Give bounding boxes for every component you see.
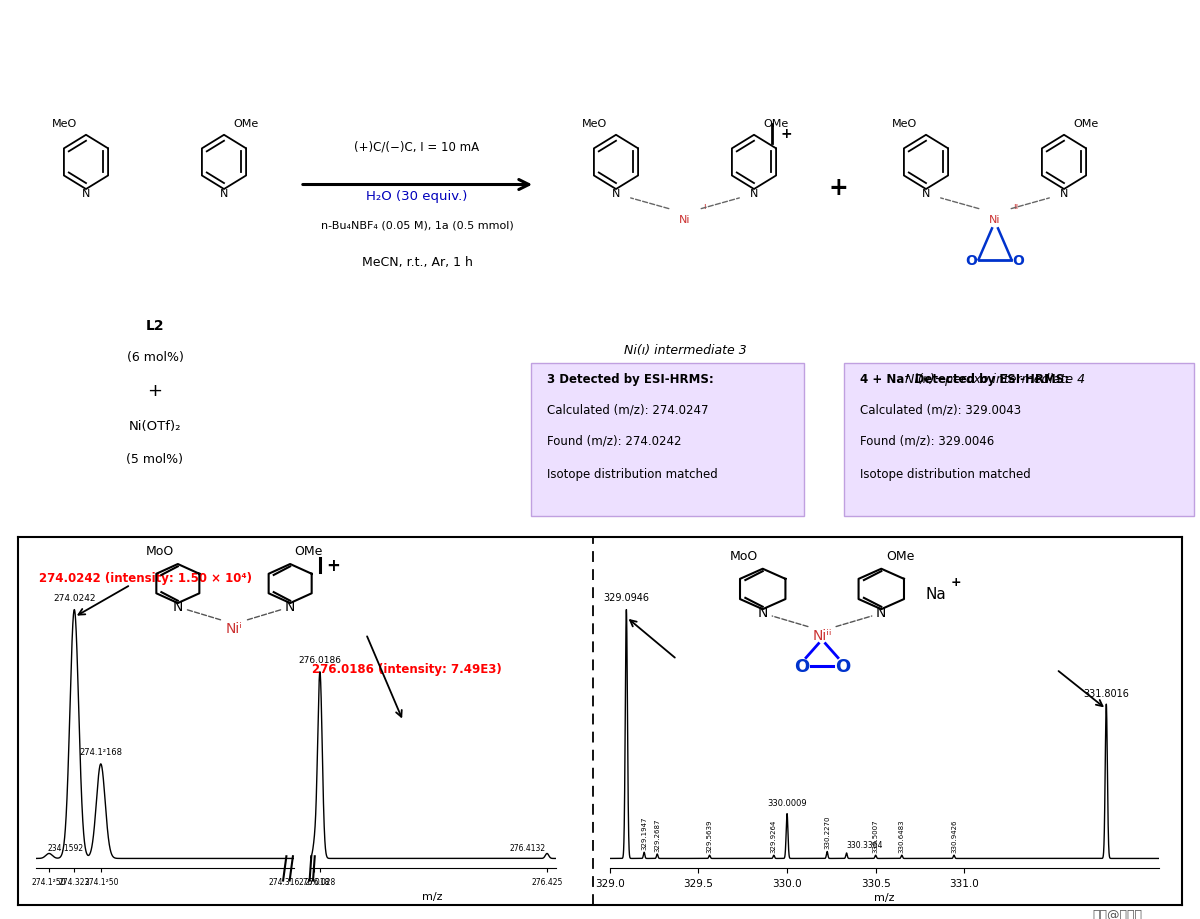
Text: (5 mol%): (5 mol%): [126, 452, 184, 465]
Text: Found (m/z): 274.0242: Found (m/z): 274.0242: [547, 435, 682, 448]
Text: 330.3364: 330.3364: [846, 840, 883, 849]
Text: N: N: [757, 606, 768, 619]
Text: n-Bu₄NBF₄ (0.05 M), 1a (0.5 mmol): n-Bu₄NBF₄ (0.05 M), 1a (0.5 mmol): [320, 221, 514, 231]
Text: OMe: OMe: [294, 545, 323, 558]
Text: +: +: [148, 381, 162, 400]
Text: MeO: MeO: [892, 119, 917, 129]
Text: 274.1²168: 274.1²168: [79, 747, 122, 756]
Text: O: O: [1013, 254, 1025, 267]
Text: Ni: Ni: [679, 215, 691, 224]
Text: ıı: ıı: [1013, 201, 1019, 210]
Text: Ni(ıı)−peroxo intermediate 4: Ni(ıı)−peroxo intermediate 4: [905, 373, 1085, 386]
Text: ı: ı: [703, 201, 706, 210]
Text: 234.1592: 234.1592: [48, 844, 84, 852]
Text: 329.1947: 329.1947: [641, 815, 647, 849]
Text: +: +: [326, 556, 341, 574]
Text: O: O: [966, 254, 978, 267]
Text: Na: Na: [925, 586, 946, 601]
Text: MoO: MoO: [730, 549, 758, 562]
X-axis label: m/z: m/z: [422, 891, 443, 901]
Text: Niⁱ: Niⁱ: [226, 622, 242, 636]
Text: OMe: OMe: [1073, 119, 1098, 129]
Text: +: +: [780, 128, 792, 142]
Text: Found (m/z): 329.0046: Found (m/z): 329.0046: [860, 435, 995, 448]
Text: 276.4132: 276.4132: [509, 844, 545, 852]
Text: Isotope distribution matched: Isotope distribution matched: [547, 468, 718, 481]
Text: 329.5639: 329.5639: [707, 819, 713, 852]
Text: 276.0186 (intensity: 7.49E3): 276.0186 (intensity: 7.49E3): [312, 663, 502, 675]
Text: 3 Detected by ESI-HRMS:: 3 Detected by ESI-HRMS:: [547, 373, 714, 386]
Text: O: O: [835, 657, 850, 675]
Text: (+)C/(−)C, I = 10 mA: (+)C/(−)C, I = 10 mA: [354, 141, 480, 153]
FancyBboxPatch shape: [844, 363, 1194, 516]
Text: MeO: MeO: [582, 119, 607, 129]
Text: +: +: [828, 176, 848, 200]
Text: Ni(ı) intermediate 3: Ni(ı) intermediate 3: [624, 344, 746, 357]
Text: 276.0186: 276.0186: [299, 655, 341, 664]
Text: 274.0242 (intensity: 1.50 × 10⁴): 274.0242 (intensity: 1.50 × 10⁴): [38, 572, 252, 584]
Text: 329.9264: 329.9264: [770, 819, 776, 852]
Text: 329.2687: 329.2687: [654, 818, 660, 851]
Text: 330.5007: 330.5007: [872, 819, 878, 852]
Text: OMe: OMe: [886, 549, 914, 562]
Text: N: N: [82, 189, 90, 199]
Text: 4 + Na⁺ Detected by ESI-HRMS:: 4 + Na⁺ Detected by ESI-HRMS:: [860, 373, 1069, 386]
Text: +: +: [950, 575, 961, 588]
Text: Ni(OTf)₂: Ni(OTf)₂: [128, 420, 181, 433]
Text: N: N: [922, 189, 930, 199]
Text: 330.9426: 330.9426: [952, 819, 958, 852]
Text: N: N: [173, 599, 184, 613]
Text: (6 mol%): (6 mol%): [126, 350, 184, 363]
Text: N: N: [750, 189, 758, 199]
Text: Calculated (m/z): 329.0043: Calculated (m/z): 329.0043: [860, 403, 1021, 415]
Text: OMe: OMe: [763, 119, 788, 129]
Text: 274.0242: 274.0242: [53, 594, 96, 603]
Text: L2: L2: [145, 318, 164, 333]
Text: N: N: [876, 606, 887, 619]
Text: N: N: [612, 189, 620, 199]
Text: MoO: MoO: [145, 545, 174, 558]
Text: Calculated (m/z): 274.0247: Calculated (m/z): 274.0247: [547, 403, 708, 415]
Text: Ni: Ni: [989, 215, 1001, 224]
Text: N: N: [284, 599, 295, 613]
Text: 330.6483: 330.6483: [899, 819, 905, 852]
Text: Isotope distribution matched: Isotope distribution matched: [860, 468, 1031, 481]
Text: MeO: MeO: [52, 119, 77, 129]
Text: H₂O (30 equiv.): H₂O (30 equiv.): [366, 190, 468, 203]
Text: N: N: [220, 189, 228, 199]
Text: 331.8016: 331.8016: [1084, 688, 1129, 698]
Text: N: N: [1060, 189, 1068, 199]
FancyBboxPatch shape: [530, 363, 804, 516]
X-axis label: m/z: m/z: [874, 892, 895, 902]
Text: MeCN, r.t., Ar, 1 h: MeCN, r.t., Ar, 1 h: [361, 255, 473, 268]
Text: O: O: [794, 657, 809, 675]
Text: Niⁱⁱ: Niⁱⁱ: [812, 629, 832, 642]
Text: 330.0009: 330.0009: [767, 799, 806, 808]
Text: OMe: OMe: [233, 119, 258, 129]
Text: 330.2270: 330.2270: [824, 814, 830, 848]
Text: 头条@化学加: 头条@化学加: [1093, 908, 1142, 919]
Text: 329.0946: 329.0946: [604, 593, 649, 603]
